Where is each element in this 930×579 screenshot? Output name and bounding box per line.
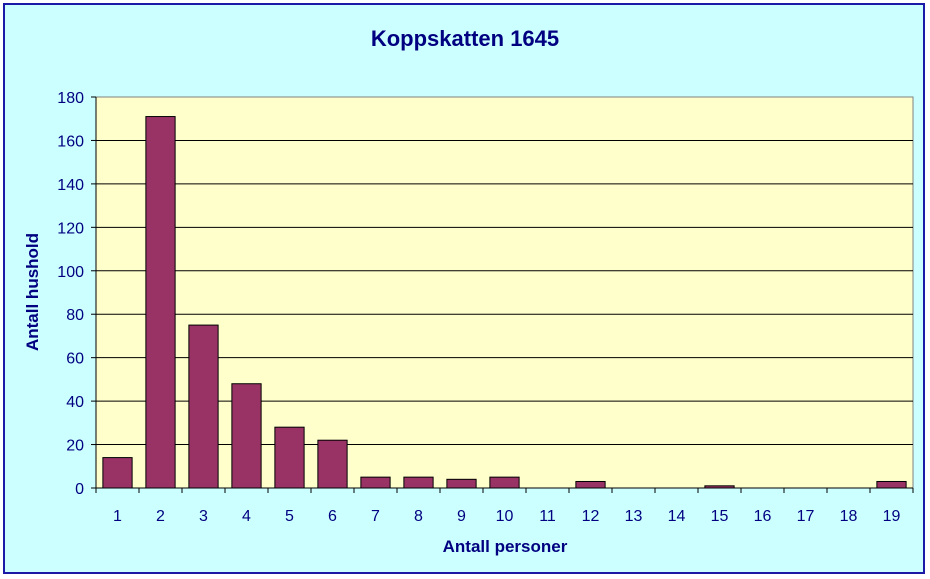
x-tick-label: 4 xyxy=(242,508,251,525)
y-axis-label: Antall hushold xyxy=(23,233,42,351)
y-tick-label: 120 xyxy=(57,220,84,237)
x-tick-label: 9 xyxy=(457,508,466,525)
y-tick-label: 40 xyxy=(66,394,84,411)
x-tick-label: 17 xyxy=(797,508,815,525)
x-tick-label: 6 xyxy=(328,508,337,525)
bar-8 xyxy=(403,476,434,489)
bar-7 xyxy=(360,476,391,489)
bars xyxy=(102,116,907,489)
x-tick-label: 19 xyxy=(883,508,901,525)
x-tick-label: 13 xyxy=(625,508,643,525)
x-tick-label: 16 xyxy=(754,508,772,525)
x-tick-label: 18 xyxy=(840,508,858,525)
x-tick-label: 10 xyxy=(496,508,514,525)
chart-title: Koppskatten 1645 xyxy=(371,26,559,51)
bar-1 xyxy=(102,457,133,489)
bar-19 xyxy=(876,480,907,489)
x-tick-label: 1 xyxy=(113,508,122,525)
bar-9 xyxy=(446,478,477,489)
x-tick-label: 2 xyxy=(156,508,165,525)
x-tick-label: 11 xyxy=(539,508,556,525)
y-tick-label: 20 xyxy=(66,438,84,455)
y-tick-label: 180 xyxy=(57,90,84,107)
bar-5 xyxy=(274,426,305,489)
y-tick-label: 140 xyxy=(57,177,84,194)
y-tick-label: 0 xyxy=(75,481,84,498)
x-tick-label: 12 xyxy=(582,508,600,525)
bar-4 xyxy=(231,383,262,489)
x-tick-label: 5 xyxy=(285,508,294,525)
x-tick-label: 8 xyxy=(414,508,423,525)
x-axis-label: Antall personer xyxy=(443,537,568,556)
y-tick-label: 160 xyxy=(57,133,84,150)
x-tick-label: 15 xyxy=(711,508,729,525)
y-tick-label: 80 xyxy=(66,307,84,324)
x-axis-ticks: 1 2 3 4 5 6 7 8 9 10 11 12 13 14 15 16 17 18 19 xyxy=(95,488,914,525)
y-tick-label: 100 xyxy=(57,264,84,281)
y-tick-label: 60 xyxy=(66,351,84,368)
bar-2 xyxy=(145,116,176,489)
y-axis-ticks: 0 20 40 60 80 100 120 140 160 180 xyxy=(57,90,96,498)
bar-12 xyxy=(575,480,606,489)
x-tick-label: 7 xyxy=(371,508,380,525)
bar-10 xyxy=(489,476,520,489)
bar-3 xyxy=(188,324,219,489)
bar-6 xyxy=(317,439,348,489)
x-tick-label: 3 xyxy=(199,508,208,525)
x-tick-label: 14 xyxy=(668,508,686,525)
